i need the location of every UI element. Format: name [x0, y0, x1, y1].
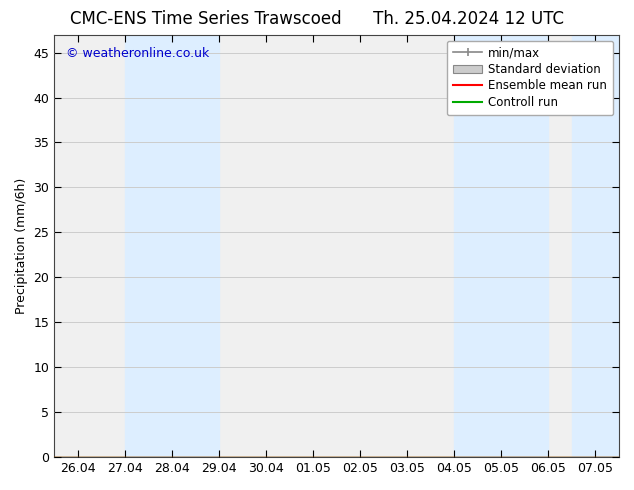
Text: © weatheronline.co.uk: © weatheronline.co.uk — [65, 47, 209, 60]
Bar — [572, 35, 619, 457]
Bar — [455, 35, 548, 457]
Y-axis label: Precipitation (mm/6h): Precipitation (mm/6h) — [15, 178, 28, 314]
Legend: min/max, Standard deviation, Ensemble mean run, Controll run: min/max, Standard deviation, Ensemble me… — [447, 41, 613, 115]
Text: CMC-ENS Time Series Trawscoed      Th. 25.04.2024 12 UTC: CMC-ENS Time Series Trawscoed Th. 25.04.… — [70, 10, 564, 28]
Bar — [125, 35, 219, 457]
